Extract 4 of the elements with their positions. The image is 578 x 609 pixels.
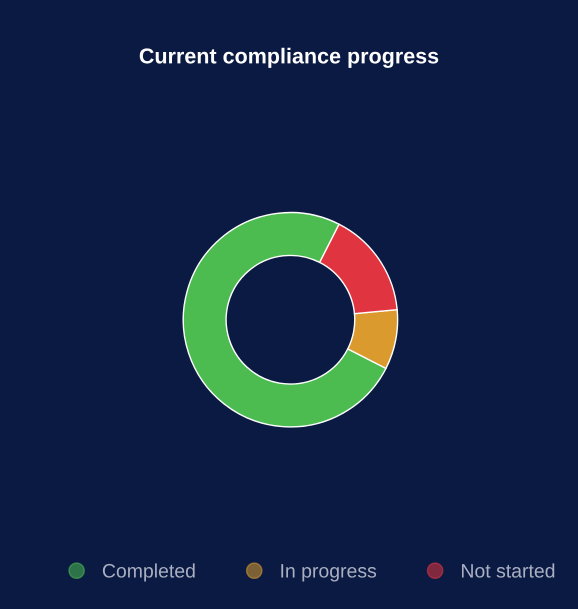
chart-title: Current compliance progress (140, 48, 438, 68)
legend-label: Not started (462, 563, 554, 578)
legend-label: Completed (102, 563, 195, 582)
legend-label: In progress (281, 564, 376, 582)
